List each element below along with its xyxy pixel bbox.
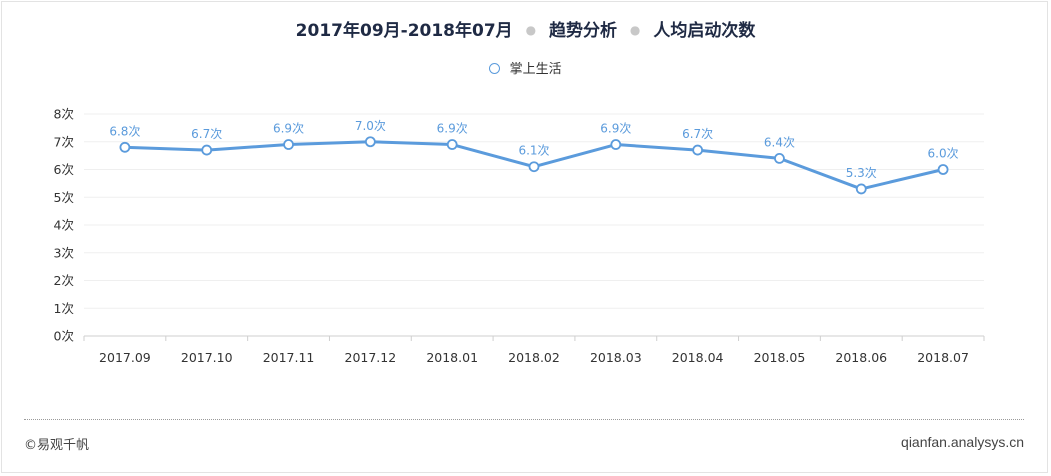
data-label: 6.1次 <box>518 144 549 158</box>
y-tick-label: 5次 <box>54 190 74 205</box>
data-point[interactable] <box>610 139 622 150</box>
data-point[interactable] <box>774 152 785 164</box>
data-point[interactable] <box>855 183 867 195</box>
x-tick-label: 2018.06 <box>835 350 887 365</box>
grid-lines <box>84 113 984 309</box>
data-label: 6.7次 <box>682 127 713 141</box>
x-tick-label: 2017.09 <box>99 350 151 365</box>
data-point[interactable] <box>119 141 131 153</box>
data-point[interactable] <box>283 139 294 150</box>
x-tick-label: 2018.07 <box>917 350 969 365</box>
y-tick-label: 1次 <box>54 301 74 316</box>
line-chart: 0次 1次 2次 3次 4次 5次 6次 7次 8次 2017.09 2017.10 2017.11… <box>54 107 985 365</box>
x-tick-label: 2018.04 <box>672 350 724 365</box>
data-label: 6.9次 <box>600 122 631 136</box>
data-point[interactable] <box>446 139 458 150</box>
data-label: 6.8次 <box>109 124 140 138</box>
y-tick-label: 2次 <box>54 273 74 288</box>
footer-divider <box>24 419 1024 420</box>
title-separator-dot: ● <box>525 23 537 37</box>
data-label: 7.0次 <box>355 119 386 133</box>
data-label: 6.9次 <box>273 122 304 136</box>
data-point[interactable] <box>937 164 949 175</box>
data-label: 5.3次 <box>846 166 877 180</box>
y-tick-label: 8次 <box>54 107 74 122</box>
data-point[interactable] <box>364 136 376 148</box>
legend-label: 掌上生活 <box>509 62 562 77</box>
y-axis: 0次 1次 2次 3次 4次 5次 6次 7次 8次 <box>54 107 74 344</box>
x-tick-label: 2018.05 <box>754 350 806 365</box>
data-label: 6.4次 <box>764 135 795 149</box>
x-axis: 2017.09 2017.10 2017.11 2017.12 2018.01 2018.… <box>83 335 985 365</box>
chart-title: 2017年09月-2018年07月 ● 趋势分析 ● 人均启动次数 <box>0 16 1051 41</box>
y-tick-label: 0次 <box>54 329 74 344</box>
x-tick-label: 2017.11 <box>263 350 315 365</box>
data-label: 6.7次 <box>191 127 222 141</box>
series-line-group <box>119 136 949 195</box>
data-labels: 6.8次 6.7次 6.9次 7.0次 6.9次 6.1次 6.9次 6.7次 6.4次 5.3次… <box>109 119 958 180</box>
title-period: 2017年09月-2018年07月 <box>295 21 513 41</box>
legend[interactable]: 掌上生活 <box>0 58 1051 77</box>
x-tick-label: 2017.10 <box>181 350 233 365</box>
footer-site-link[interactable]: qianfan.analysys.cn <box>901 434 1024 450</box>
data-point[interactable] <box>692 144 704 156</box>
data-label: 6.9次 <box>437 122 468 136</box>
x-tick-label: 2018.03 <box>590 350 642 365</box>
x-tick-label: 2018.02 <box>508 350 560 365</box>
data-point[interactable] <box>201 144 213 156</box>
title-separator-dot: ● <box>629 23 641 37</box>
y-tick-label: 7次 <box>54 134 74 149</box>
x-tick-label: 2017.12 <box>345 350 397 365</box>
title-metric: 人均启动次数 <box>653 21 756 41</box>
x-tick-label: 2018.01 <box>426 350 478 365</box>
legend-marker-icon <box>489 63 501 74</box>
title-analysis: 趋势分析 <box>549 21 617 41</box>
footer-copyright: ©易观千帆 <box>24 438 90 453</box>
y-tick-label: 6次 <box>54 162 74 177</box>
y-tick-label: 4次 <box>54 218 74 233</box>
data-label: 6.0次 <box>928 147 959 161</box>
y-tick-label: 3次 <box>54 245 74 260</box>
data-point[interactable] <box>528 161 540 173</box>
